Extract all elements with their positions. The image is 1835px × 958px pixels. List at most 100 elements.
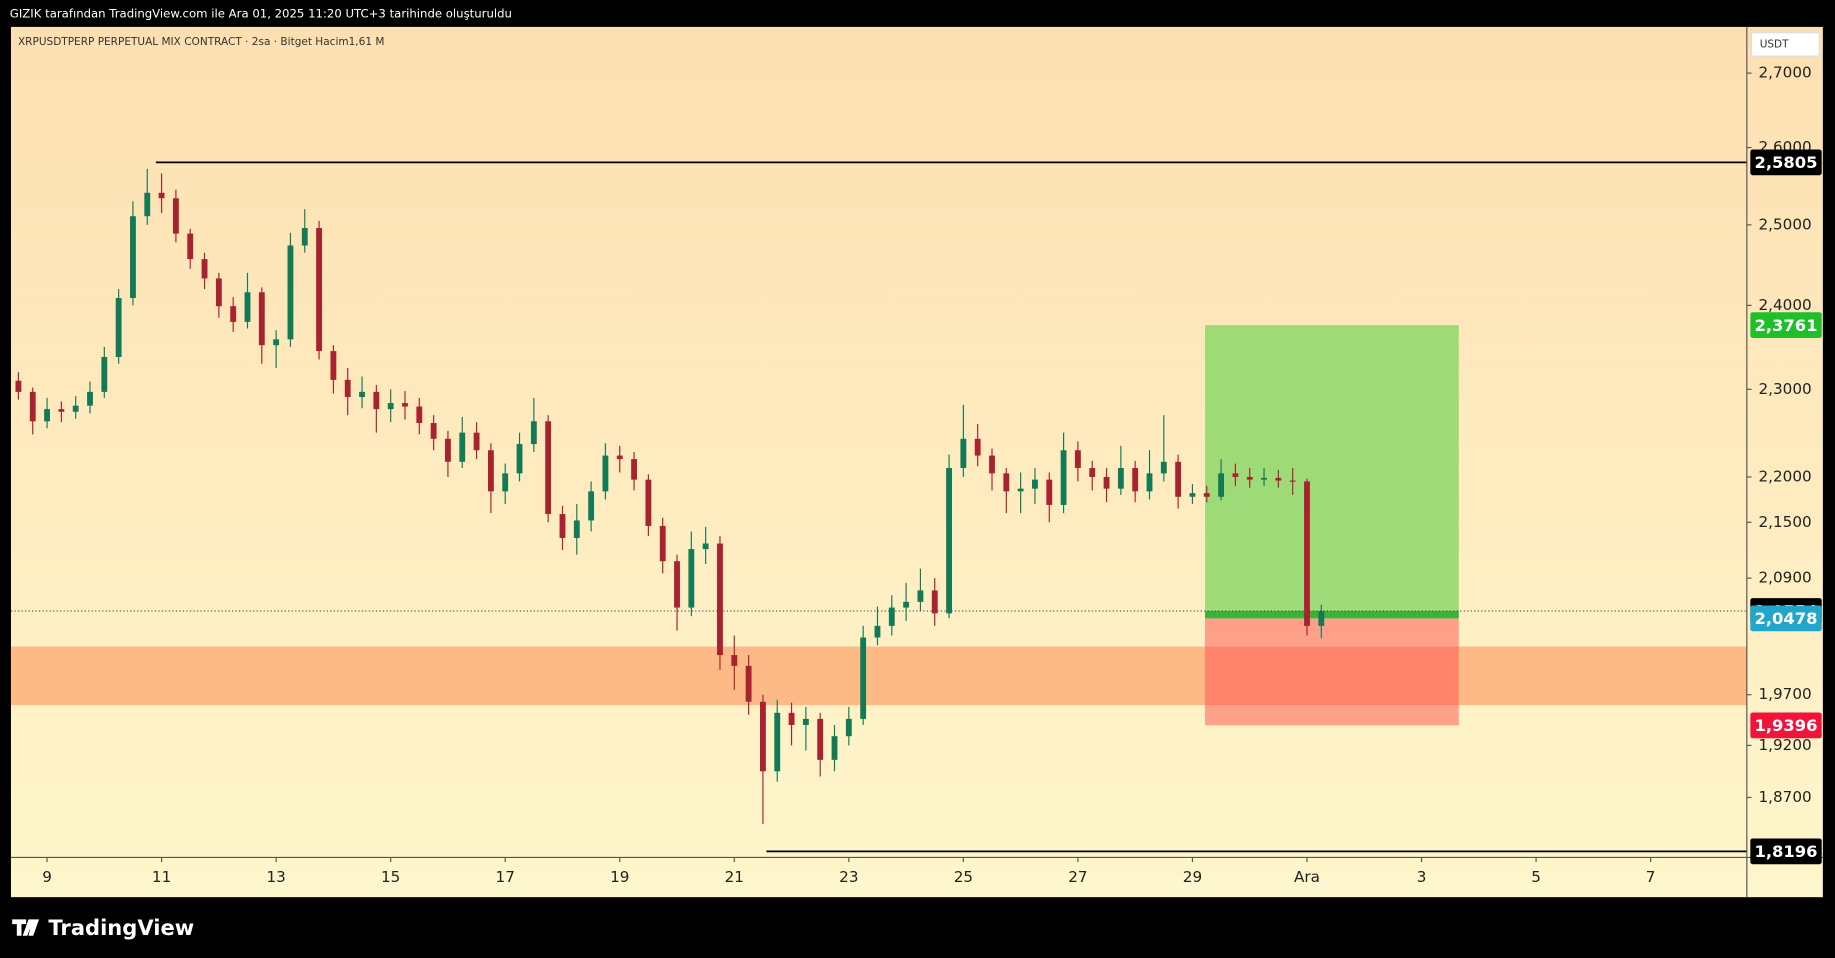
candle-body	[115, 297, 122, 357]
currency: USDT	[1760, 38, 1789, 50]
price-label: 2,5805	[1754, 153, 1817, 172]
candle-body	[258, 292, 265, 346]
candle-body	[1132, 468, 1139, 492]
candle-body	[29, 391, 36, 422]
candle-body	[1175, 461, 1182, 497]
candle-body	[15, 380, 22, 392]
y-tick-label: 2,5000	[1759, 215, 1812, 233]
x-tick-label: 25	[954, 868, 973, 886]
price-label: 1,8196	[1754, 842, 1817, 861]
candle-body	[516, 444, 523, 474]
price-label-box	[1750, 712, 1822, 739]
candle-body	[1232, 473, 1239, 477]
candle-body	[144, 192, 151, 217]
candle-body	[717, 543, 723, 656]
candle-body	[631, 459, 637, 480]
candle-body	[802, 718, 809, 725]
brand: TradingView	[48, 915, 194, 940]
x-tick-label: 17	[496, 868, 515, 886]
candle-body	[645, 479, 652, 526]
candle-body	[817, 718, 824, 760]
candle-body	[387, 403, 394, 410]
candle-body	[1146, 473, 1153, 492]
chart-background	[10, 26, 1823, 898]
price-label-box	[1750, 312, 1822, 338]
candle-body	[573, 520, 580, 538]
support-zone	[10, 646, 1747, 706]
candle-body	[287, 245, 294, 340]
candle-body	[430, 423, 437, 439]
candle-body	[602, 455, 609, 492]
candle-body	[931, 590, 938, 614]
candle-body	[960, 438, 967, 469]
x-tick-label: 21	[725, 868, 744, 886]
candle-body	[487, 450, 494, 492]
candle-body	[244, 292, 251, 322]
candle-body	[588, 491, 595, 521]
candle-body	[359, 391, 365, 398]
candle-body	[273, 339, 280, 346]
candle-body	[1074, 450, 1081, 469]
candle-body	[674, 561, 680, 608]
candle-body	[989, 455, 995, 474]
candle-body	[530, 421, 537, 445]
candle-body	[459, 432, 466, 462]
candle-body	[1003, 473, 1010, 492]
candle-body	[1275, 477, 1282, 481]
candle-body	[860, 637, 867, 719]
candle-body	[917, 590, 924, 602]
brand-logo	[12, 919, 40, 936]
candle-body	[903, 601, 910, 608]
candle-body	[402, 403, 408, 407]
candle-body	[760, 701, 766, 772]
candle-body	[788, 712, 795, 725]
candle-body	[974, 438, 981, 456]
candle-body	[545, 421, 552, 515]
x-tick-label: 23	[839, 868, 858, 886]
candle-body	[1289, 480, 1296, 482]
x-tick-label: 15	[381, 868, 400, 886]
x-tick-label: Ara	[1294, 868, 1320, 886]
y-tick-label: 1,9700	[1759, 685, 1812, 703]
y-tick-label: 2,7000	[1759, 64, 1812, 82]
candle-body	[559, 514, 566, 538]
price-label-box	[1750, 838, 1822, 865]
candle-body	[831, 736, 838, 760]
candle-body	[702, 543, 709, 550]
x-tick-label: 29	[1183, 868, 1202, 886]
candle-body	[215, 278, 222, 307]
candle-body	[616, 455, 623, 460]
x-tick-label: 5	[1531, 868, 1541, 886]
candle-body	[1017, 488, 1024, 492]
candle-body	[187, 233, 194, 260]
candle-body	[72, 405, 79, 412]
candle-body	[1203, 493, 1210, 497]
symbol-title: XRPUSDTPERP PERPETUAL MIX CONTRACT · 2sa…	[18, 36, 384, 48]
y-tick-label: 2,0900	[1759, 569, 1812, 587]
candle-body	[774, 712, 781, 772]
candle-body	[1117, 468, 1124, 489]
candle-body	[416, 406, 423, 424]
candle-body	[946, 468, 952, 614]
y-tick-label: 2,3000	[1759, 380, 1812, 398]
currency-box	[1750, 32, 1820, 57]
candle-body	[502, 473, 509, 492]
x-tick-label: 13	[266, 868, 285, 886]
candle-body	[1318, 611, 1325, 626]
candle-body	[659, 525, 666, 562]
price-label-box	[1750, 605, 1822, 632]
x-tick-label: 27	[1068, 868, 1087, 886]
candle-body	[230, 306, 237, 322]
candle-body	[1261, 477, 1267, 480]
candle-body	[1032, 479, 1038, 489]
candle-body	[1160, 461, 1167, 474]
candle-body	[87, 391, 93, 406]
candle-body	[44, 409, 50, 422]
candle-body	[301, 228, 308, 246]
y-tick-label: 1,8700	[1759, 788, 1812, 806]
position-stop	[1205, 618, 1459, 726]
y-tick-label: 1,9200	[1759, 736, 1812, 754]
candle-body	[731, 655, 738, 666]
candle-body	[473, 432, 480, 451]
candle-body	[874, 625, 881, 638]
